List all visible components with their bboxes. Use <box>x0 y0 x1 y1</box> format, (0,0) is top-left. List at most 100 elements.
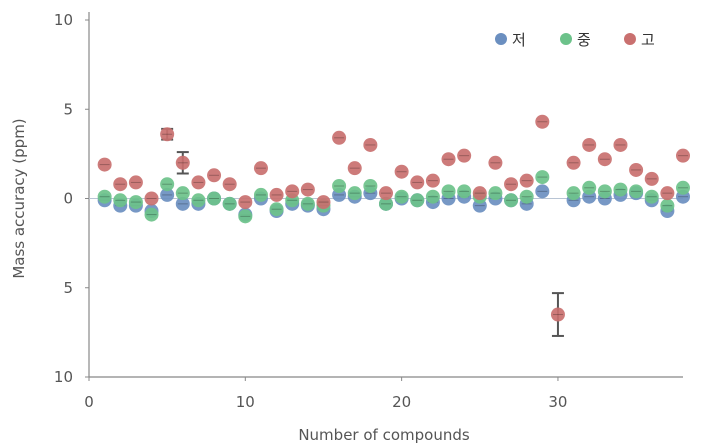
error-bars <box>161 127 564 337</box>
data-point <box>269 187 284 202</box>
data-point <box>160 177 175 192</box>
legend-item: 고 <box>624 31 655 49</box>
data-point <box>300 196 315 211</box>
data-point <box>316 195 331 210</box>
data-point <box>160 187 175 202</box>
data-point <box>300 182 315 197</box>
data-point <box>113 177 128 192</box>
legend-label: 중 <box>577 31 591 49</box>
data-point <box>613 137 628 152</box>
data-point <box>253 161 268 176</box>
data-point <box>425 189 440 204</box>
data-point <box>644 189 659 204</box>
data-point <box>144 191 159 206</box>
data-point <box>504 177 519 192</box>
data-point <box>269 202 284 217</box>
x-tick-label: 10 <box>236 393 255 411</box>
data-point <box>97 189 112 204</box>
data-point <box>535 184 550 199</box>
data-point <box>128 195 143 210</box>
data-point <box>160 127 175 142</box>
data-point <box>394 189 409 204</box>
data-point <box>207 168 222 183</box>
data-point <box>332 179 347 194</box>
data-point <box>175 186 190 201</box>
data-point <box>113 193 128 208</box>
data-point <box>347 161 362 176</box>
data-point <box>676 180 690 195</box>
data-point <box>629 184 644 199</box>
data-point <box>660 198 675 213</box>
data-point <box>488 155 503 170</box>
data-points <box>97 114 690 322</box>
data-point <box>425 173 440 188</box>
data-point <box>582 180 597 195</box>
series-2 <box>97 170 690 224</box>
series-3 <box>97 114 690 322</box>
data-point <box>550 307 565 322</box>
data-point <box>207 191 222 206</box>
data-point <box>97 157 112 172</box>
data-point <box>582 137 597 152</box>
data-point <box>222 177 237 192</box>
legend-marker <box>495 33 507 45</box>
data-point <box>379 196 393 211</box>
data-point <box>613 182 628 197</box>
data-point <box>441 184 456 199</box>
data-point <box>566 155 581 170</box>
data-point <box>222 196 237 211</box>
legend-label: 저 <box>512 31 526 49</box>
data-point <box>253 187 268 202</box>
data-point <box>379 186 393 201</box>
x-tick-label: 30 <box>548 393 567 411</box>
data-point <box>144 207 159 222</box>
data-point <box>535 170 550 185</box>
data-point <box>660 186 675 201</box>
data-point <box>410 193 425 208</box>
data-point <box>519 189 534 204</box>
data-point <box>191 175 206 190</box>
data-point <box>472 186 487 201</box>
legend-marker <box>624 33 636 45</box>
legend-marker <box>560 33 572 45</box>
legend-item: 저 <box>495 31 526 49</box>
data-point <box>457 148 472 163</box>
data-point <box>644 171 659 186</box>
data-point <box>238 209 253 224</box>
data-point <box>535 114 550 129</box>
data-point <box>363 137 378 152</box>
legend-label: 고 <box>641 31 655 49</box>
data-point <box>128 175 143 190</box>
y-tick-label: 10 <box>54 11 73 29</box>
data-point <box>285 184 300 199</box>
data-point <box>566 186 581 201</box>
legend-item: 중 <box>560 31 591 49</box>
y-tick-label: 5 <box>63 100 73 118</box>
data-point <box>191 193 206 208</box>
data-point <box>175 155 190 170</box>
data-point <box>597 152 612 167</box>
data-point <box>676 148 690 163</box>
data-point <box>597 184 612 199</box>
y-tick-label: 10 <box>54 368 73 386</box>
data-point <box>347 186 362 201</box>
y-axis-title: Mass accuracy (ppm) <box>10 118 28 278</box>
data-point <box>457 184 472 199</box>
axes-layer: 10 5 0 5 10 0 10 20 30 Number of compounds Mass ac… <box>10 11 683 444</box>
data-point <box>332 130 347 145</box>
data-point <box>363 179 378 194</box>
data-point <box>238 195 253 210</box>
data-point <box>504 193 519 208</box>
x-tick-label: 0 <box>84 393 94 411</box>
data-point <box>519 173 534 188</box>
data-point <box>410 175 425 190</box>
y-tick-label: 5 <box>63 279 73 297</box>
data-point <box>488 186 503 201</box>
data-point <box>629 162 644 177</box>
data-point <box>441 152 456 167</box>
x-tick-label: 20 <box>392 393 411 411</box>
data-point <box>175 196 190 211</box>
